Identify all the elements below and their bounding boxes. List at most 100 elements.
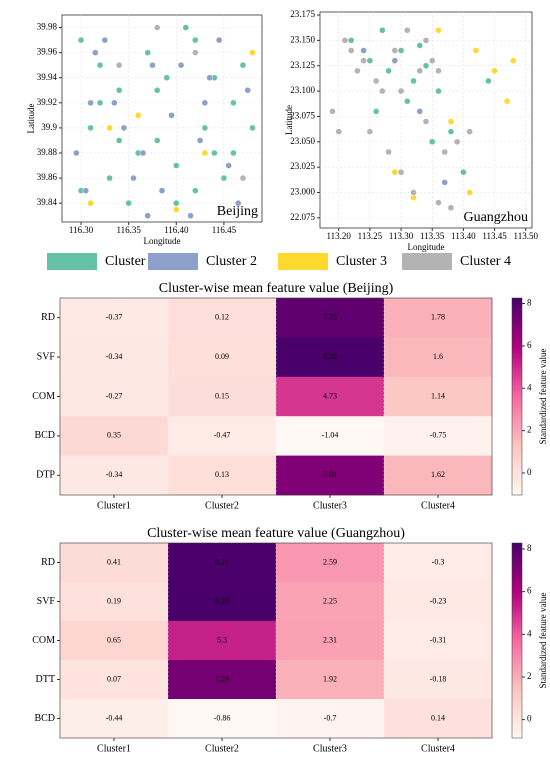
cell-label: 2.31	[323, 635, 337, 644]
colorbar-tick-label: 0	[527, 714, 532, 724]
x-tick-label: 116.30	[69, 225, 94, 235]
point	[115, 137, 123, 144]
heatmap-cell	[168, 621, 277, 661]
point	[192, 187, 199, 194]
point	[111, 99, 118, 107]
y-tick-label: 23.150	[290, 34, 315, 44]
point	[435, 27, 442, 34]
point	[192, 49, 199, 56]
cell-label: 0.19	[107, 596, 121, 605]
cell-label: 1.6	[433, 352, 443, 361]
cell-label: -0.37	[106, 313, 123, 322]
colorbar	[511, 542, 523, 739]
point	[435, 67, 442, 75]
y-tick-label: 39.88	[37, 147, 58, 157]
cell-label: 1.14	[431, 391, 445, 400]
row-label: SVF	[37, 351, 56, 362]
heatmap-cell	[384, 298, 493, 338]
y-tick-label: 23.025	[290, 161, 315, 171]
y-tick-label: 23.075	[290, 111, 315, 121]
cell-label: -0.86	[214, 713, 231, 722]
colorbar-tick-label: 8	[527, 543, 532, 553]
heatmap-cell	[60, 621, 169, 661]
point	[391, 57, 399, 64]
point	[215, 36, 223, 44]
cell-label: -0.27	[106, 391, 123, 400]
point	[397, 169, 405, 176]
heatmap-cell	[60, 376, 169, 417]
point	[435, 87, 442, 95]
point	[234, 199, 242, 207]
point	[158, 187, 166, 194]
point	[485, 77, 492, 85]
point	[154, 137, 161, 144]
point	[92, 49, 99, 56]
point	[173, 206, 180, 213]
row-label: COM	[32, 391, 55, 402]
point	[360, 57, 367, 64]
point	[154, 87, 161, 94]
cell-label: -0.7	[324, 713, 337, 722]
y-tick-label: 39.84	[37, 197, 58, 207]
row-label: COM	[32, 635, 55, 646]
heatmap-cell	[168, 455, 277, 496]
heatmap-cell	[168, 337, 277, 378]
heatmap-cell	[60, 298, 169, 338]
point	[366, 128, 374, 135]
row-label: BCD	[34, 713, 55, 724]
y-tick-label: 39.86	[37, 172, 58, 182]
heatmap-cell	[60, 416, 169, 456]
point	[192, 36, 199, 44]
heatmap-cell	[276, 298, 385, 338]
legend-label: Cluster 3	[336, 254, 387, 269]
heatmap-cell	[276, 416, 385, 456]
point	[230, 149, 237, 157]
legend-label: Cluster 2	[206, 254, 257, 269]
cell-label: -0.44	[106, 713, 123, 722]
y-tick-label: 23.000	[290, 187, 315, 197]
point	[139, 149, 147, 157]
cell-label: 0.07	[107, 674, 121, 683]
point	[130, 174, 137, 182]
point	[201, 149, 209, 157]
point	[422, 37, 430, 44]
point	[173, 162, 180, 169]
point	[149, 61, 156, 69]
point	[372, 77, 380, 85]
point	[491, 67, 498, 75]
city-label: Guangzhou	[463, 210, 528, 225]
x-tick-label: 113.20	[326, 231, 351, 241]
cell-label: 0.09	[215, 352, 229, 361]
point	[244, 87, 251, 94]
point	[154, 24, 161, 31]
column-label: Cluster3	[313, 743, 347, 754]
point	[163, 74, 170, 81]
point	[87, 99, 94, 107]
point	[211, 149, 218, 157]
heatmap-cell	[60, 543, 169, 583]
point	[134, 112, 142, 119]
legend-swatch	[47, 253, 97, 270]
heatmap-cell	[384, 621, 493, 661]
heatmap-cell	[384, 376, 493, 417]
heatmap-cell	[168, 543, 277, 583]
cell-label: -0.75	[430, 431, 447, 440]
point	[101, 36, 109, 44]
heatmap-cell	[384, 699, 493, 739]
row-label: RD	[41, 557, 55, 568]
colorbar	[511, 297, 523, 496]
legend-swatch	[402, 253, 452, 270]
point	[173, 199, 180, 207]
point	[144, 212, 151, 219]
heatmap-cell	[384, 416, 493, 456]
heatmap-cell	[276, 376, 385, 417]
point	[77, 36, 85, 44]
point	[429, 138, 436, 146]
heatmap-cell	[168, 582, 277, 622]
point	[391, 169, 399, 176]
column-label: Cluster4	[421, 743, 455, 754]
point	[220, 174, 228, 182]
x-tick-label: 116.40	[164, 225, 189, 235]
point	[385, 67, 392, 75]
